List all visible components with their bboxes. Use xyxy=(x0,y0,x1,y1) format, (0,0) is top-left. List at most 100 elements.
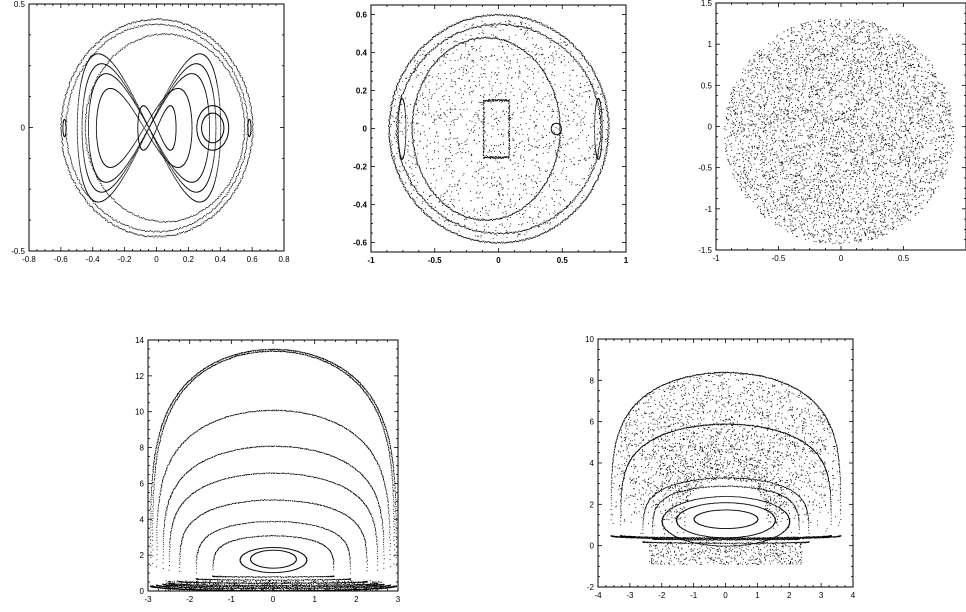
series-points xyxy=(162,445,385,588)
x-tick-label: -3 xyxy=(626,591,634,600)
series-points xyxy=(723,18,955,245)
series-points xyxy=(388,13,610,245)
series-1 xyxy=(620,423,832,539)
series-7 xyxy=(693,509,759,529)
series-9 xyxy=(250,549,297,569)
x-tick-label: 1 xyxy=(624,256,629,265)
y-tick-label: 8 xyxy=(140,444,145,453)
series-points xyxy=(620,423,832,539)
series-points xyxy=(411,36,561,222)
series-3 xyxy=(162,445,385,588)
plot-panel-bottom-right: -4 -3 -2 -1 0 1 2 3 4 -2 0 2 4 6 8 10 xyxy=(585,335,856,600)
x-tick-label: -1 xyxy=(228,595,236,604)
x-tick-label: -0.6 xyxy=(54,255,68,264)
x-tick-label: 0.4 xyxy=(215,255,227,264)
x-tick-label: -1 xyxy=(690,591,698,600)
y-tick-label: -0.4 xyxy=(353,201,367,210)
series-points xyxy=(642,477,810,544)
y-tick-label: -1.5 xyxy=(698,246,712,255)
y-tick-label: 0 xyxy=(708,123,713,132)
series-10 xyxy=(62,118,67,138)
plot-frame xyxy=(370,4,627,253)
data-points xyxy=(610,371,842,566)
y-tick-label: 4 xyxy=(140,515,145,524)
x-tick-label: -0.5 xyxy=(772,254,786,263)
series-points xyxy=(62,118,67,138)
series-points xyxy=(212,535,335,578)
y-tick-label: 10 xyxy=(585,335,594,344)
y-tick-label: 8 xyxy=(590,376,595,385)
x-tick-label: -1 xyxy=(712,254,720,263)
x-tick-label: 1 xyxy=(755,591,760,600)
x-tick-label: -0.4 xyxy=(86,255,100,264)
y-tick-label: 0.2 xyxy=(356,87,368,96)
series-5 xyxy=(88,73,210,183)
series-6 xyxy=(195,520,352,581)
y-tick-label: 0.4 xyxy=(356,49,368,58)
x-tick-label: 0 xyxy=(496,256,501,265)
series-points xyxy=(250,549,297,569)
y-tick-label: 0.5 xyxy=(701,81,713,90)
x-tick-label: 0 xyxy=(271,595,276,604)
x-tick-label: 4 xyxy=(851,591,856,600)
series-11 xyxy=(247,118,252,138)
x-tick-label: 0.6 xyxy=(247,255,259,264)
series-points xyxy=(649,541,803,566)
series-6 xyxy=(95,88,193,168)
x-tick-label: 0.5 xyxy=(898,254,910,263)
y-tick-label: 12 xyxy=(135,372,144,381)
x-tick-label: 0.2 xyxy=(183,255,195,264)
plot-panel-top-left: -0.8 -0.6 -0.4 -0.2 0 0.2 0.4 0.6 0.8 -0.5 0 0.5 xyxy=(11,0,290,264)
series-7 xyxy=(137,105,177,151)
y-tick-label: -0.6 xyxy=(353,239,367,248)
series-3 xyxy=(642,477,810,544)
y-tick-label: 0.6 xyxy=(356,11,368,20)
series-points xyxy=(247,118,252,138)
series-2 xyxy=(84,33,246,223)
x-tick-label: -0.2 xyxy=(118,255,132,264)
series-points xyxy=(137,105,177,151)
y-tick-label: 0 xyxy=(590,542,595,551)
x-tick-label: 0 xyxy=(839,254,844,263)
series-4 xyxy=(652,485,800,541)
series-0 xyxy=(388,13,610,245)
y-tick-label: 6 xyxy=(140,479,145,488)
y-tick-label: 0 xyxy=(363,125,368,134)
y-tick-label: 0.5 xyxy=(14,0,26,9)
series-points xyxy=(395,23,603,235)
x-tick-label: 3 xyxy=(819,591,824,600)
series-points xyxy=(178,499,368,584)
x-tick-label: -2 xyxy=(658,591,666,600)
x-tick-label: 0.8 xyxy=(278,255,290,264)
x-tick-label: -2 xyxy=(186,595,194,604)
data-points xyxy=(723,18,955,245)
x-tick-label: -1 xyxy=(367,256,375,265)
series-points xyxy=(693,509,759,529)
series-points xyxy=(168,472,379,587)
data-points xyxy=(60,18,254,238)
series-points xyxy=(239,547,308,574)
y-tick-label: -1 xyxy=(705,205,713,214)
series-6 xyxy=(675,502,776,539)
series-10 xyxy=(165,580,383,591)
x-tick-label: -0.8 xyxy=(22,255,36,264)
x-tick-label: -4 xyxy=(594,591,602,600)
x-tick-label: 1 xyxy=(312,595,317,604)
x-tick-label: 3 xyxy=(396,595,401,604)
y-tick-label: 0 xyxy=(21,124,26,133)
data-points xyxy=(149,348,398,592)
series-0 xyxy=(149,348,398,592)
series-8 xyxy=(239,547,308,574)
series-7 xyxy=(390,20,608,239)
series-points xyxy=(675,502,776,539)
y-tick-label: 10 xyxy=(135,408,144,417)
y-tick-label: 14 xyxy=(135,336,144,345)
x-tick-label: 0.5 xyxy=(557,256,569,265)
x-tick-label: -0.5 xyxy=(428,256,442,265)
x-tick-label: 0 xyxy=(723,591,728,600)
series-points xyxy=(390,20,608,239)
y-tick-label: 0 xyxy=(140,587,145,596)
series-points xyxy=(84,33,246,223)
